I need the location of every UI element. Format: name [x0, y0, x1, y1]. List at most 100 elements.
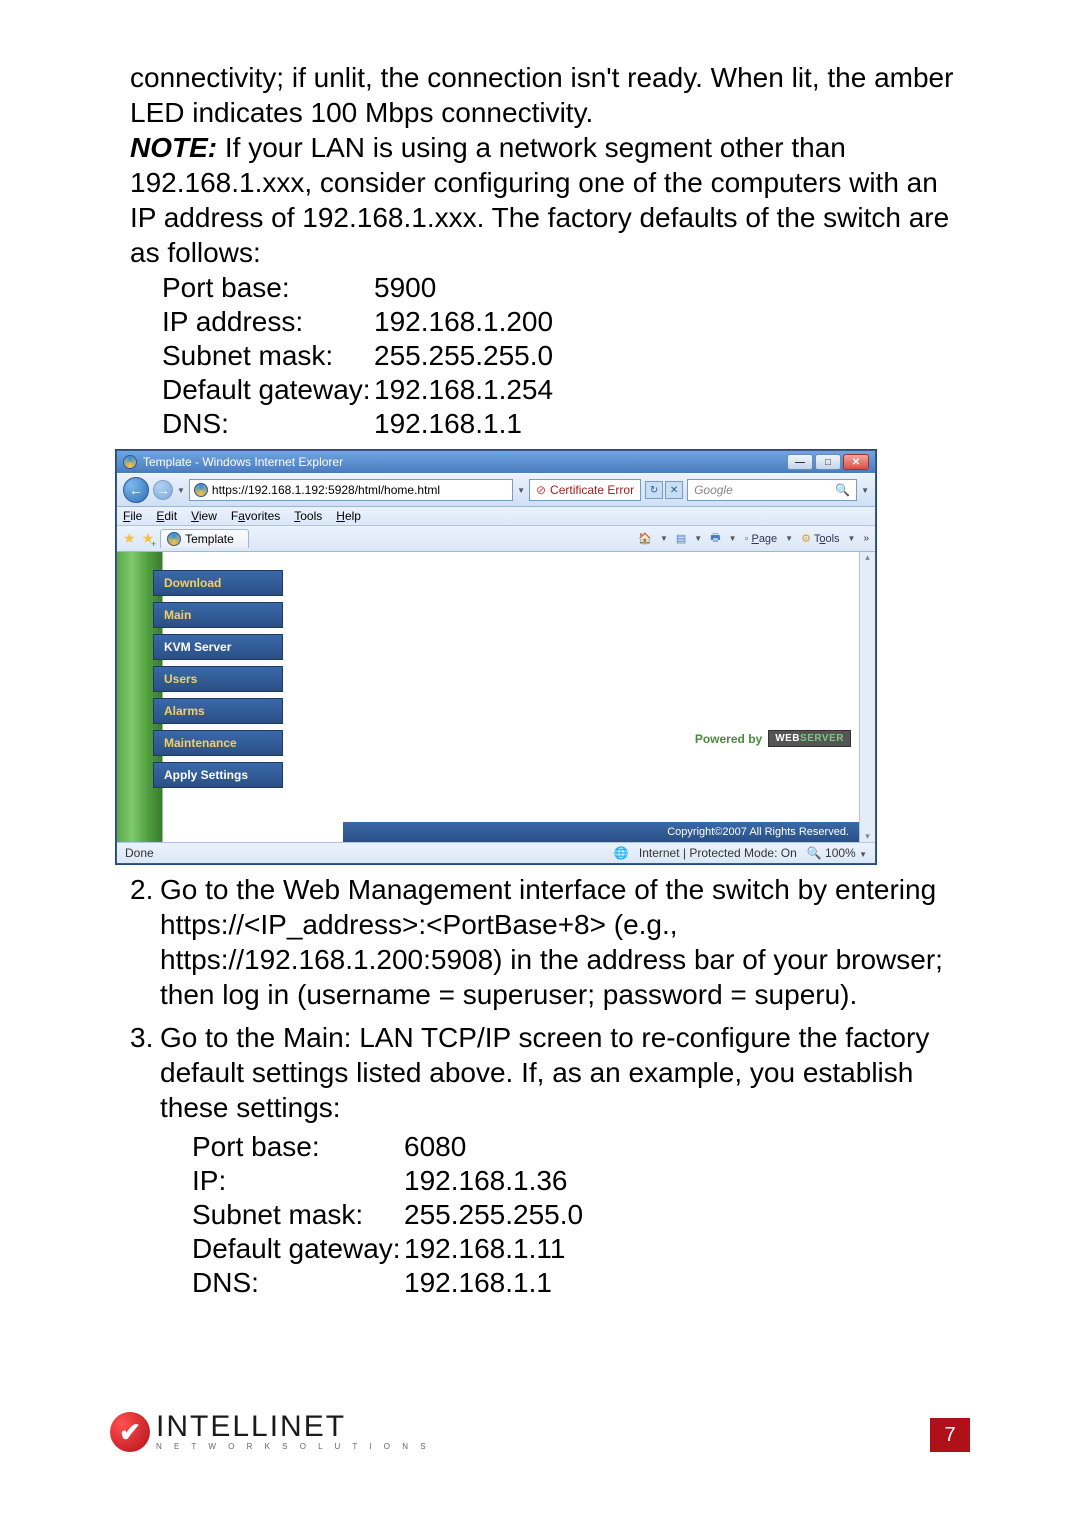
menu-help[interactable]: Help: [336, 509, 361, 523]
example-settings-table: Port base:6080 IP:192.168.1.36 Subnet ma…: [190, 1129, 585, 1301]
menu-tools[interactable]: Tools: [294, 509, 322, 523]
def-value: 255.255.255.0: [374, 340, 553, 372]
logo-brand: INTELLINET: [156, 1413, 431, 1440]
logo-checkmark-icon: ✔: [110, 1412, 150, 1452]
browser-tab[interactable]: Template: [160, 529, 249, 548]
status-bar: Done 🌐 Internet | Protected Mode: On 🔍 1…: [117, 842, 875, 863]
note-label: NOTE:: [130, 132, 217, 163]
menu-favorites[interactable]: Favorites: [231, 509, 280, 523]
step-3-number: 3.: [130, 1020, 160, 1055]
sidebar-item-main[interactable]: Main: [153, 602, 283, 628]
refresh-button[interactable]: ↻: [645, 481, 663, 499]
home-icon[interactable]: 🏠: [638, 532, 652, 545]
tools-menu[interactable]: ⚙ Tools: [801, 532, 839, 545]
ex-label: Port base:: [192, 1131, 402, 1163]
add-favorites-icon[interactable]: ★+: [142, 530, 155, 547]
cert-error-label: Certificate Error: [550, 483, 634, 497]
menu-file[interactable]: File: [123, 509, 142, 523]
status-done: Done: [125, 846, 154, 860]
page-number: 7: [930, 1418, 970, 1452]
ex-value: 192.168.1.36: [404, 1165, 583, 1197]
maximize-button[interactable]: □: [815, 454, 841, 470]
menu-view[interactable]: View: [191, 509, 217, 523]
search-box[interactable]: Google 🔍: [687, 479, 857, 501]
def-value: 192.168.1.254: [374, 374, 553, 406]
certificate-error[interactable]: ⊘ Certificate Error: [529, 479, 641, 501]
status-zone-icon: 🌐: [614, 846, 629, 860]
sidebar-item-maintenance[interactable]: Maintenance: [153, 730, 283, 756]
page-menu[interactable]: ▫ Page: [745, 533, 778, 545]
def-value: 192.168.1.1: [374, 408, 553, 440]
zoom-level[interactable]: 🔍 100% ▼: [807, 846, 867, 860]
content-area: Powered by WEBSERVER Copyright©2007 All …: [307, 552, 875, 842]
step-2-number: 2.: [130, 872, 160, 907]
def-label: Port base:: [162, 272, 372, 304]
def-label: DNS:: [162, 408, 372, 440]
logo-tagline: N E T W O R K S O L U T I O N S: [156, 1442, 431, 1451]
step-2: 2. Go to the Web Management interface of…: [130, 872, 970, 1012]
tab-bar: ★ ★+ Template 🏠▼ ▤▼ 🖶▼ ▫ Page▼ ⚙ Tools▼ …: [117, 526, 875, 552]
ex-label: DNS:: [192, 1267, 402, 1299]
forward-button[interactable]: →: [153, 480, 173, 500]
ex-value: 6080: [404, 1131, 583, 1163]
url-text: https://192.168.1.192:5928/html/home.htm…: [212, 483, 508, 497]
tab-ie-icon: [167, 532, 181, 546]
scrollbar[interactable]: [859, 552, 875, 842]
sidebar-item-download[interactable]: Download: [153, 570, 283, 596]
factory-defaults-table: Port base:5900 IP address:192.168.1.200 …: [160, 270, 555, 442]
stop-button[interactable]: ✕: [665, 481, 683, 499]
back-button[interactable]: ←: [123, 477, 149, 503]
webserver-badge: WEBSERVER: [768, 730, 851, 747]
address-bar[interactable]: https://192.168.1.192:5928/html/home.htm…: [189, 479, 513, 501]
note-paragraph: NOTE: If your LAN is using a network seg…: [130, 130, 970, 270]
print-icon[interactable]: 🖶: [710, 529, 720, 548]
search-placeholder: Google: [694, 483, 733, 497]
search-icon: 🔍: [835, 483, 850, 497]
ex-label: Default gateway:: [192, 1233, 402, 1265]
addr-dropdown-icon[interactable]: ▼: [517, 486, 525, 495]
ex-label: IP:: [192, 1165, 402, 1197]
page-footer: ✔ INTELLINET N E T W O R K S O L U T I O…: [110, 1412, 970, 1452]
powered-by-label: Powered by: [695, 732, 762, 746]
sidebar-nav: Download Main KVM Server Users Alarms Ma…: [117, 552, 307, 842]
note-body: If your LAN is using a network segment o…: [130, 132, 949, 268]
def-label: IP address:: [162, 306, 372, 338]
menu-edit[interactable]: Edit: [156, 509, 177, 523]
tab-label: Template: [185, 532, 234, 546]
minimize-button[interactable]: —: [787, 454, 813, 470]
step-3-text: Go to the Main: LAN TCP/IP screen to re-…: [160, 1020, 970, 1125]
sidebar-item-alarms[interactable]: Alarms: [153, 698, 283, 724]
favorites-star-icon[interactable]: ★: [123, 530, 136, 547]
titlebar: Template - Windows Internet Explorer — □…: [117, 451, 875, 473]
powered-by: Powered by WEBSERVER: [695, 730, 851, 747]
ex-value: 255.255.255.0: [404, 1199, 583, 1231]
page-icon: [194, 483, 208, 497]
def-label: Subnet mask:: [162, 340, 372, 372]
copyright-bar: Copyright©2007 All Rights Reserved.: [343, 822, 863, 842]
feeds-icon[interactable]: ▤: [676, 532, 686, 545]
menu-bar: File Edit View Favorites Tools Help: [117, 507, 875, 526]
history-dropdown-icon[interactable]: ▼: [177, 486, 185, 495]
step-2-text: Go to the Web Management interface of th…: [160, 872, 970, 1012]
shield-icon: ⊘: [536, 483, 546, 497]
browser-window: Template - Windows Internet Explorer — □…: [116, 450, 876, 864]
close-button[interactable]: ✕: [843, 454, 869, 470]
intellinet-logo: ✔ INTELLINET N E T W O R K S O L U T I O…: [110, 1412, 431, 1452]
page-viewport: Download Main KVM Server Users Alarms Ma…: [117, 552, 875, 842]
ex-value: 192.168.1.1: [404, 1267, 583, 1299]
status-mode: Internet | Protected Mode: On: [639, 846, 797, 860]
sidebar-item-users[interactable]: Users: [153, 666, 283, 692]
nav-toolbar: ← → ▼ https://192.168.1.192:5928/html/ho…: [117, 473, 875, 507]
ex-label: Subnet mask:: [192, 1199, 402, 1231]
sidebar-item-apply[interactable]: Apply Settings: [153, 762, 283, 788]
def-value: 192.168.1.200: [374, 306, 553, 338]
step-3: 3. Go to the Main: LAN TCP/IP screen to …: [130, 1020, 970, 1125]
window-title: Template - Windows Internet Explorer: [143, 455, 343, 469]
sidebar-item-kvm[interactable]: KVM Server: [153, 634, 283, 660]
search-dropdown-icon[interactable]: ▼: [861, 486, 869, 495]
expand-icon[interactable]: »: [863, 533, 869, 544]
intro-paragraph: connectivity; if unlit, the connection i…: [130, 60, 970, 130]
def-label: Default gateway:: [162, 374, 372, 406]
def-value: 5900: [374, 272, 553, 304]
ex-value: 192.168.1.11: [404, 1233, 583, 1265]
